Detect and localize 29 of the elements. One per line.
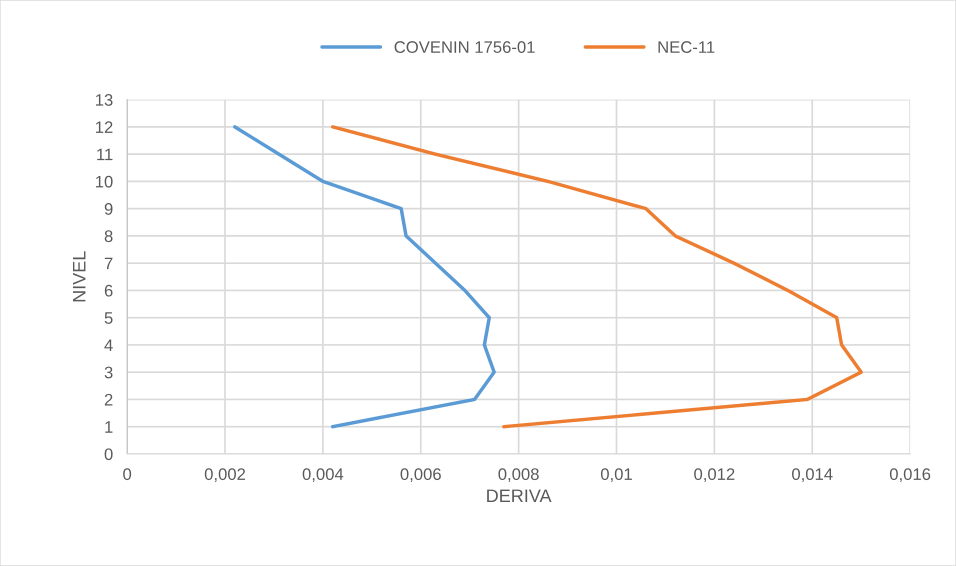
y-tick-label: 12 bbox=[96, 121, 112, 133]
x-tick-label: 0,004 bbox=[302, 468, 344, 482]
y-tick-label: 6 bbox=[104, 284, 113, 297]
x-tick-label: 0,002 bbox=[204, 468, 246, 482]
x-tick-label: 0,008 bbox=[498, 468, 539, 482]
x-axis-title: DERIVA bbox=[487, 490, 552, 502]
y-tick-label: 9 bbox=[104, 203, 112, 215]
y-tick-label: 7 bbox=[104, 258, 112, 270]
x-tick-label: 0 bbox=[123, 468, 132, 480]
y-tick-label: 10 bbox=[96, 176, 113, 188]
y-tick-label: 13 bbox=[96, 94, 113, 106]
y-tick-label: 11 bbox=[97, 148, 112, 160]
y-tick-label: 4 bbox=[104, 339, 113, 351]
x-tick-label: 0,01 bbox=[600, 468, 632, 482]
line-series bbox=[330, 125, 863, 428]
legend-label: COVENIN 1756-01 bbox=[394, 41, 535, 53]
x-tick-label: 0,012 bbox=[694, 468, 734, 482]
y-axis-title: NIVEL bbox=[73, 251, 86, 302]
y-tick-label: 1 bbox=[105, 421, 112, 433]
y-tick-label: 3 bbox=[104, 366, 113, 378]
x-tick-label: 0,006 bbox=[400, 468, 441, 482]
x-tick-label: 0,016 bbox=[890, 468, 930, 482]
y-tick-label: 8 bbox=[104, 230, 113, 242]
y-tick-label: 0 bbox=[104, 448, 113, 460]
line-series bbox=[233, 125, 496, 428]
y-tick-label: 5 bbox=[104, 312, 113, 324]
y-tick-label: 2 bbox=[104, 394, 112, 406]
x-tick-label: 0,014 bbox=[792, 468, 833, 482]
legend-label: NEC-11 bbox=[658, 41, 714, 53]
